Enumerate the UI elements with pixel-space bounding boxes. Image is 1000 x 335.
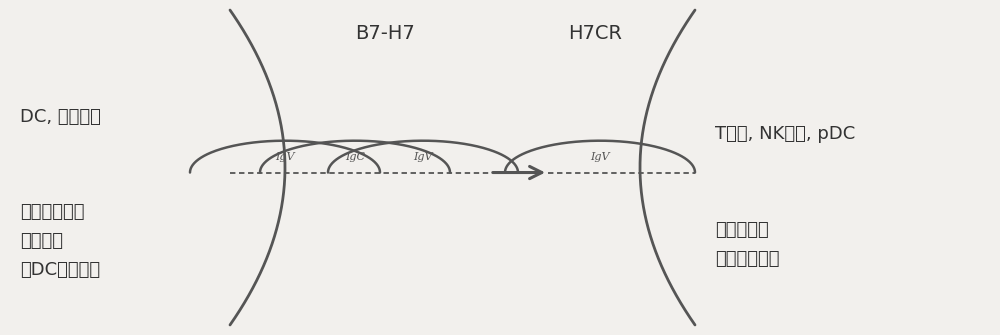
Text: IgC: IgC [345, 152, 365, 161]
Text: DC, 巨噬细胞: DC, 巨噬细胞 [20, 108, 101, 126]
Text: 在巨噬细胞中
是组成型
在DC中可诱导: 在巨噬细胞中 是组成型 在DC中可诱导 [20, 203, 100, 279]
Text: IgV: IgV [275, 152, 295, 161]
Text: IgV: IgV [413, 152, 433, 161]
Text: T细胞, NK细胞, pDC: T细胞, NK细胞, pDC [715, 125, 855, 143]
Text: H7CR: H7CR [568, 24, 622, 43]
Text: 组成型表达
在活化时下调: 组成型表达 在活化时下调 [715, 221, 780, 268]
Text: IgV: IgV [590, 152, 610, 161]
Text: B7-H7: B7-H7 [355, 24, 415, 43]
